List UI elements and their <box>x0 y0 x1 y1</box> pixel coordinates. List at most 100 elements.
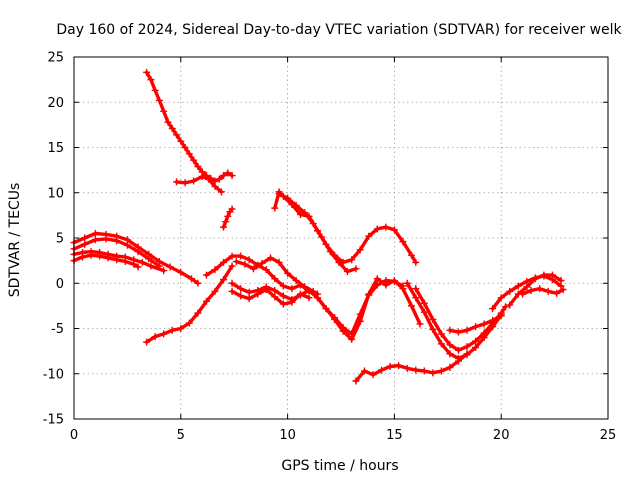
data-point <box>220 172 228 180</box>
data-point <box>138 258 146 266</box>
data-point <box>220 223 228 231</box>
data-point <box>237 292 245 300</box>
series-line <box>144 70 204 174</box>
data-point <box>557 277 565 285</box>
data-point <box>228 279 236 287</box>
tick-layer: 0 5 10 15 20 25 -15 -10 -5 0 5 10 15 20 25 <box>43 51 617 444</box>
data-point <box>134 248 142 256</box>
data-point <box>369 371 377 379</box>
series-arc-15 <box>275 190 360 275</box>
data-point <box>429 325 437 333</box>
data-point <box>187 275 195 283</box>
data-point <box>181 144 189 151</box>
data-point <box>166 263 174 271</box>
data-point <box>527 286 535 294</box>
data-point <box>130 260 138 268</box>
data-point <box>395 362 403 370</box>
data-point <box>190 156 198 164</box>
data-point <box>416 320 424 328</box>
data-point <box>160 330 168 338</box>
data-point <box>275 258 283 266</box>
x-tick-label: 15 <box>386 428 403 443</box>
data-point <box>113 256 121 264</box>
data-point <box>228 205 236 213</box>
data-point <box>173 178 181 186</box>
data-point <box>437 367 445 375</box>
data-point <box>309 287 317 295</box>
data-point <box>429 369 437 377</box>
data-point <box>228 252 236 260</box>
series-arc-7 <box>173 172 225 196</box>
data-point <box>454 346 462 354</box>
data-point <box>378 366 386 374</box>
data-point <box>91 236 99 244</box>
data-point <box>275 190 283 198</box>
data-point <box>514 282 522 290</box>
data-point <box>412 258 420 266</box>
data-point <box>96 252 104 260</box>
data-point <box>559 286 567 294</box>
data-point <box>519 290 527 298</box>
series-layer <box>70 68 567 385</box>
data-point <box>348 256 356 264</box>
data-point <box>194 279 202 287</box>
y-tick-label: 15 <box>47 141 64 156</box>
data-point <box>288 298 296 306</box>
data-point <box>121 258 129 266</box>
y-tick-label: 25 <box>47 51 64 66</box>
data-point <box>305 294 313 302</box>
data-point <box>134 263 142 271</box>
series-arc-3 <box>70 248 168 275</box>
data-point <box>81 240 89 248</box>
data-point <box>352 377 360 385</box>
data-point <box>531 275 539 283</box>
data-point <box>348 330 356 338</box>
data-point <box>437 330 445 338</box>
data-point <box>412 366 420 374</box>
data-point <box>399 282 407 290</box>
data-point <box>102 235 110 243</box>
data-point <box>356 310 364 318</box>
data-point <box>202 271 210 279</box>
series-line <box>405 281 503 361</box>
data-point <box>335 258 343 266</box>
data-point <box>262 286 270 294</box>
data-point <box>168 326 176 334</box>
data-point <box>288 285 296 293</box>
y-tick-label: 10 <box>47 186 64 201</box>
data-point <box>81 234 89 242</box>
data-point <box>390 226 398 234</box>
data-point <box>382 277 390 285</box>
data-point <box>420 308 428 316</box>
data-point <box>343 267 351 275</box>
data-point <box>463 326 471 334</box>
data-point <box>245 295 253 303</box>
data-point <box>194 163 202 171</box>
series-arc-13 <box>232 254 322 298</box>
data-point <box>245 288 253 296</box>
data-point <box>407 302 415 310</box>
data-point <box>91 229 99 237</box>
data-point <box>245 256 253 264</box>
data-point <box>177 137 185 145</box>
data-point <box>501 303 509 311</box>
data-point <box>177 268 185 276</box>
data-point <box>181 179 189 187</box>
data-point <box>489 316 497 324</box>
data-point <box>292 201 300 209</box>
x-tick-label: 10 <box>279 428 296 443</box>
data-point <box>373 275 381 283</box>
data-point <box>271 286 279 294</box>
data-point <box>472 344 480 352</box>
data-point <box>523 283 531 291</box>
data-point <box>147 262 155 270</box>
data-point <box>352 265 360 273</box>
data-point <box>79 253 87 261</box>
y-tick-label: 5 <box>56 232 64 247</box>
data-point <box>373 281 381 289</box>
data-point <box>249 265 257 273</box>
data-point <box>164 118 172 126</box>
data-point <box>420 367 428 375</box>
series-arc-4 <box>70 251 142 271</box>
x-axis-label: GPS time / hours <box>281 458 398 474</box>
